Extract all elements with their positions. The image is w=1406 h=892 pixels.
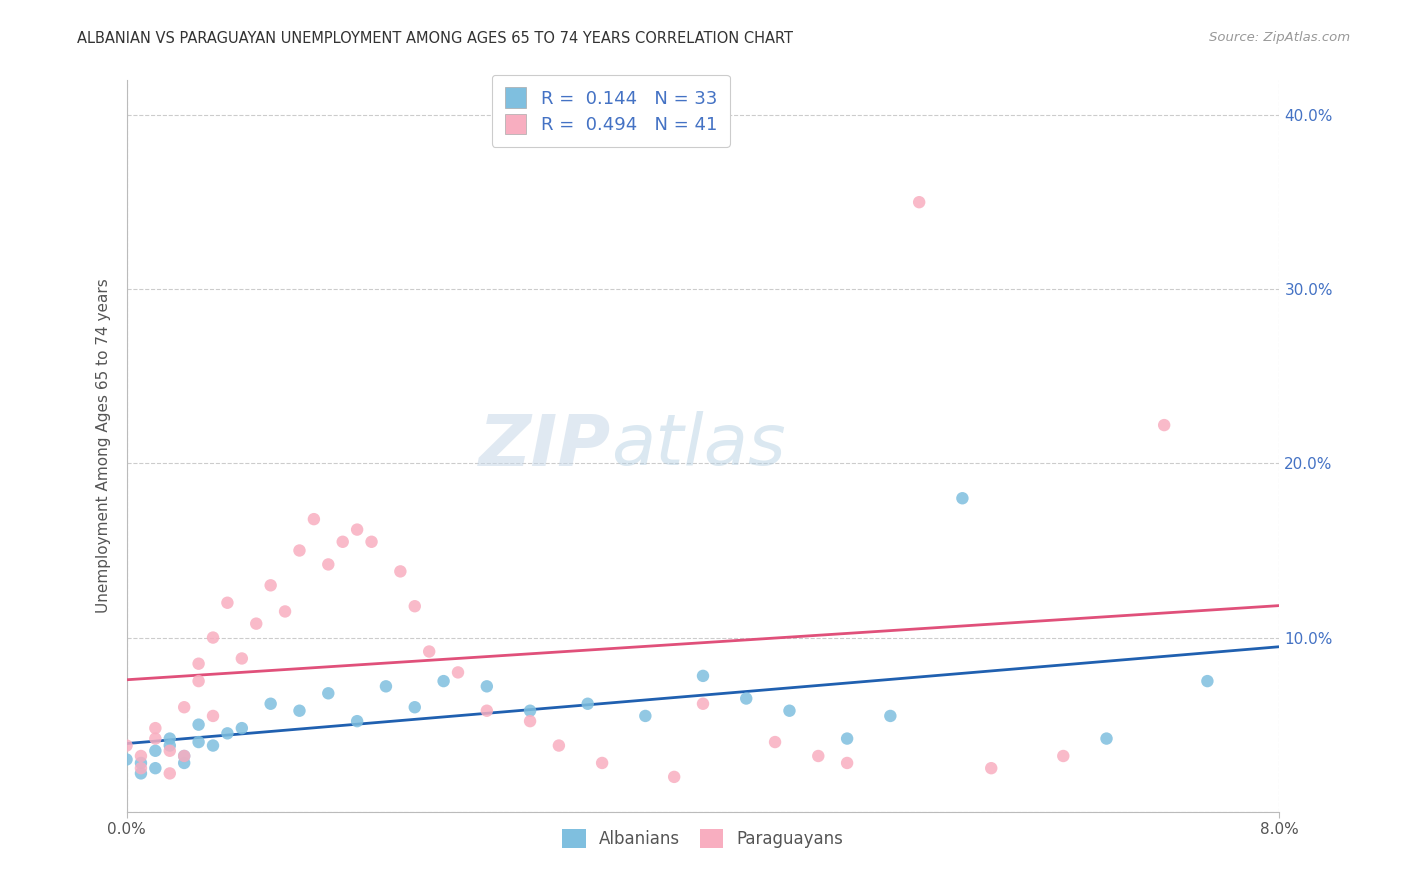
Point [475,679,498,693]
Text: ALBANIAN VS PARAGUAYAN UNEMPLOYMENT AMONG AGES 65 TO 74 YEARS CORRELATION CHART: ALBANIAN VS PARAGUAYAN UNEMPLOYMENT AMON… [77,31,793,46]
Point [447,665,470,680]
Point [952,491,974,506]
Point [115,752,138,766]
Point [980,761,1002,775]
Point [259,697,281,711]
Point [835,756,858,770]
Point [332,534,354,549]
Point [634,709,657,723]
Point [187,657,209,671]
Point [360,534,382,549]
Point [389,565,412,579]
Point [1197,674,1219,689]
Point [576,697,599,711]
Point [418,644,440,658]
Point [763,735,786,749]
Point [231,721,253,735]
Point [159,739,181,753]
Text: atlas: atlas [610,411,786,481]
Point [129,756,152,770]
Point [1095,731,1118,746]
Point [1052,749,1074,764]
Point [318,686,340,700]
Point [346,714,368,728]
Point [779,704,801,718]
Point [231,651,253,665]
Point [404,700,426,714]
Point [173,749,195,764]
Point [475,704,498,718]
Point [159,731,181,746]
Point [145,761,166,775]
Text: Source: ZipAtlas.com: Source: ZipAtlas.com [1209,31,1350,45]
Point [129,749,152,764]
Point [187,735,209,749]
Point [202,631,225,645]
Point [908,195,931,210]
Point [548,739,571,753]
Point [879,709,901,723]
Point [159,744,181,758]
Point [288,704,311,718]
Point [187,674,209,689]
Point [159,766,181,780]
Point [187,717,209,731]
Point [519,714,541,728]
Point [173,756,195,770]
Point [591,756,613,770]
Point [145,744,166,758]
Point [202,709,225,723]
Point [274,604,297,618]
Point [173,700,195,714]
Point [217,596,239,610]
Point [129,766,152,780]
Point [735,691,758,706]
Point [245,616,267,631]
Text: ZIP: ZIP [478,411,610,481]
Point [173,749,195,764]
Point [318,558,340,572]
Legend: Albanians, Paraguayans: Albanians, Paraguayans [555,822,851,855]
Point [288,543,311,558]
Point [145,731,166,746]
Point [346,523,368,537]
Point [202,739,225,753]
Point [835,731,858,746]
Point [259,578,281,592]
Point [807,749,830,764]
Point [115,739,138,753]
Point [664,770,686,784]
Point [217,726,239,740]
Point [519,704,541,718]
Point [302,512,325,526]
Point [1153,418,1175,433]
Point [692,697,714,711]
Point [433,674,456,689]
Point [145,721,166,735]
Point [129,761,152,775]
Y-axis label: Unemployment Among Ages 65 to 74 years: Unemployment Among Ages 65 to 74 years [96,278,111,614]
Point [374,679,398,693]
Point [692,669,714,683]
Point [404,599,426,614]
